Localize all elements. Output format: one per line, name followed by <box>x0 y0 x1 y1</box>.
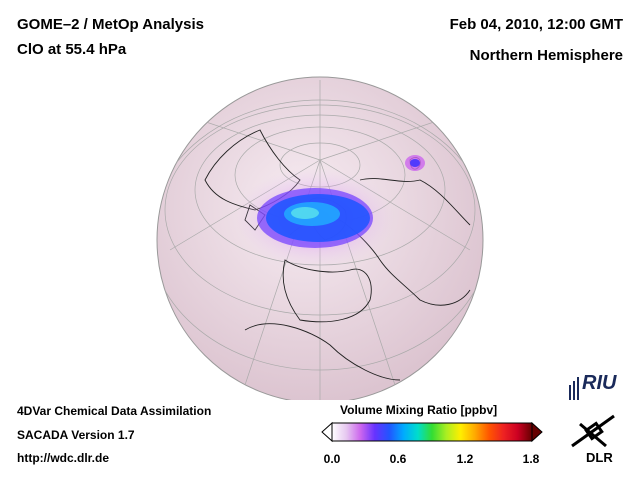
riu-logo-bars <box>569 377 579 400</box>
riu-logo: RIU <box>582 372 617 394</box>
clo-plume <box>235 155 425 268</box>
map-date: Feb 04, 2010, 12:00 GMT <box>449 16 623 33</box>
dlr-logo-icon <box>571 414 615 448</box>
graticule <box>157 80 483 400</box>
colorbar-max-arrow <box>531 421 543 443</box>
hemisphere-label: Northern Hemisphere <box>469 47 623 64</box>
colorbar-title: Volume Mixing Ratio [ppbv] <box>340 403 498 417</box>
colorbar-tick-1: 0.6 <box>389 452 407 466</box>
map-subtitle: ClO at 55.4 hPa <box>17 41 127 58</box>
colorbar <box>321 421 543 443</box>
colorbar-tick-3: 1.8 <box>522 452 540 466</box>
footer-method: 4DVar Chemical Data Assimilation <box>17 404 212 418</box>
colorbar-gradient <box>331 422 533 442</box>
globe-map <box>156 76 484 400</box>
map-title: GOME–2 / MetOp Analysis <box>17 16 204 33</box>
colorbar-tick-2: 1.2 <box>456 452 474 466</box>
colorbar-tick-0: 0.0 <box>323 452 341 466</box>
dlr-logo: DLR <box>586 450 613 465</box>
footer-url[interactable]: http://wdc.dlr.de <box>17 451 109 465</box>
colorbar-min-arrow <box>321 421 333 443</box>
footer-version: SACADA Version 1.7 <box>17 428 135 442</box>
